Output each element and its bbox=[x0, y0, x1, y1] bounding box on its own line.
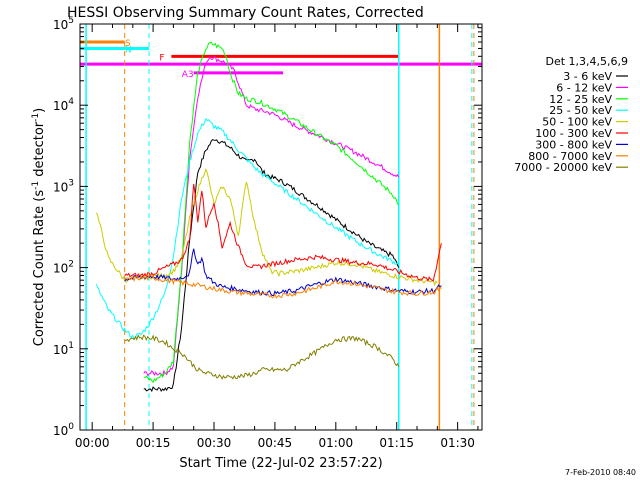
state-bar-label-3: F bbox=[159, 53, 164, 63]
x-tick-label-1: 00:00 bbox=[75, 436, 110, 450]
y-tick-label-6: 105 bbox=[53, 16, 74, 32]
state-bar-label-2: N bbox=[125, 45, 132, 55]
legend-label-6: 100 - 300 keV bbox=[535, 127, 612, 140]
y-tick-label-5: 104 bbox=[53, 97, 74, 113]
legend-label-2: 6 - 12 keV bbox=[556, 81, 612, 94]
plot-frame bbox=[79, 23, 483, 431]
series-line-2 bbox=[143, 55, 400, 377]
svg-text:Corrected Count Rate (s-1 dete: Corrected Count Rate (s-1 detector-1) bbox=[31, 108, 47, 346]
x-tick-label-3: 00:30 bbox=[197, 436, 232, 450]
y-axis-label: Corrected Count Rate (s-1 detector-1) bbox=[31, 108, 47, 346]
series-line-9 bbox=[124, 334, 400, 380]
legend-label-7: 300 - 800 keV bbox=[535, 138, 612, 151]
x-tick-label-5: 01:00 bbox=[319, 436, 354, 450]
legend-label-4: 25 - 50 keV bbox=[549, 104, 612, 117]
series-line-4 bbox=[95, 117, 400, 339]
timestamp: 7-Feb-2010 08:40 bbox=[565, 468, 636, 477]
state-bar-label-5: A3 bbox=[182, 70, 194, 80]
y-axis-label-exp-2: -1 bbox=[31, 113, 41, 122]
legend-label-1: 3 - 6 keV bbox=[563, 70, 612, 83]
time-marker-lines bbox=[85, 24, 475, 430]
plot-area: SN F A3 bbox=[80, 24, 482, 430]
series-lines bbox=[95, 41, 442, 393]
y-axis: 100 101 102 103 104 105 bbox=[53, 16, 482, 438]
attenuator-state-bars: SN F A3 bbox=[80, 39, 482, 80]
y-axis-label-mid: detector bbox=[32, 121, 47, 181]
y-tick-label-4: 103 bbox=[53, 178, 74, 194]
x-tick-label-4: 00:45 bbox=[258, 436, 293, 450]
legend-title: Det 1,3,4,5,6,9 bbox=[545, 55, 628, 68]
y-axis-label-base: Corrected Count Rate (s bbox=[32, 190, 47, 347]
series-line-8 bbox=[124, 274, 442, 299]
x-axis-label: Start Time (22-Jul-02 23:57:22) bbox=[179, 456, 382, 471]
y-tick-label-2: 101 bbox=[53, 341, 74, 357]
series-line-6 bbox=[124, 183, 442, 283]
x-tick-label-2: 00:15 bbox=[136, 436, 171, 450]
y-tick-label-1: 100 bbox=[53, 422, 74, 438]
x-tick-label-6: 01:15 bbox=[379, 436, 414, 450]
series-line-1 bbox=[143, 139, 400, 393]
legend-label-8: 800 - 7000 keV bbox=[528, 150, 612, 163]
y-tick-label-3: 102 bbox=[53, 260, 74, 276]
y-axis-label-exp-1: -1 bbox=[31, 181, 41, 190]
legend-label-5: 50 - 100 keV bbox=[542, 116, 612, 129]
series-line-7 bbox=[124, 248, 442, 296]
legend-label-3: 12 - 25 keV bbox=[549, 93, 612, 106]
x-tick-label-7: 01:30 bbox=[440, 436, 475, 450]
y-axis-label-end: ) bbox=[32, 108, 47, 113]
series-line-3 bbox=[143, 41, 399, 384]
chart-title: HESSI Observing Summary Count Rates, Cor… bbox=[67, 5, 424, 21]
legend-label-9: 7000 - 20000 keV bbox=[514, 161, 612, 174]
x-axis: 00:00 00:15 00:30 00:45 01:00 01:15 01:30 bbox=[75, 24, 479, 450]
state-bar-label-1: S bbox=[125, 39, 131, 49]
